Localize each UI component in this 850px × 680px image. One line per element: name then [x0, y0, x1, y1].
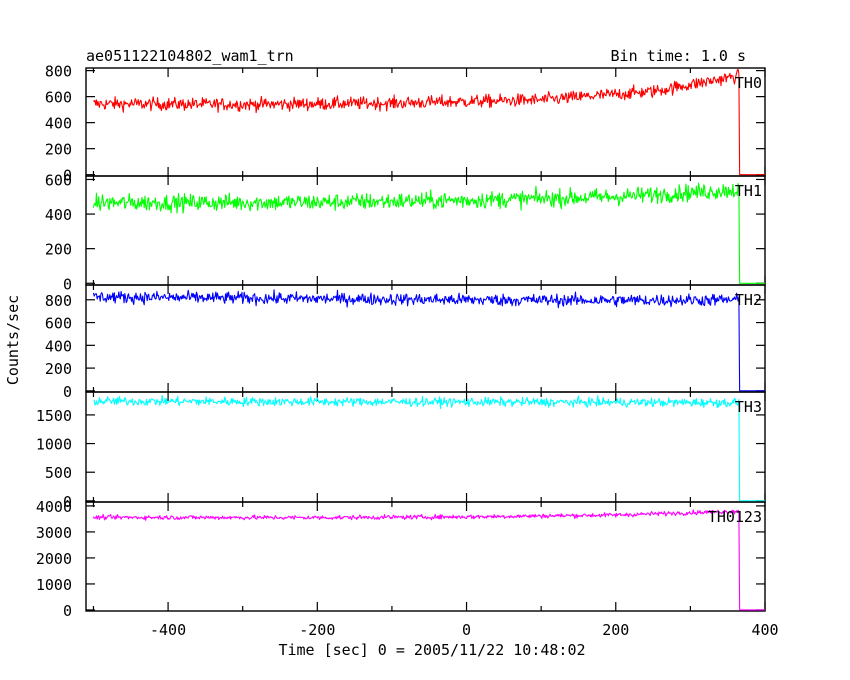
- y-tick-label: 400: [45, 115, 72, 133]
- y-tick-label: 400: [45, 206, 72, 224]
- x-tick-label: -200: [299, 621, 335, 639]
- y-tick-label: 800: [45, 63, 72, 81]
- y-tick-label: 0: [63, 275, 72, 293]
- series-line-th2: [92, 289, 765, 392]
- bin-time-label: Bin time: 1.0 s: [611, 47, 746, 65]
- y-tick-label: 0: [63, 383, 72, 401]
- y-tick-label: 4000: [36, 498, 72, 516]
- series-label-th2: TH2: [735, 291, 762, 309]
- series-line-th1: [92, 182, 765, 284]
- y-tick-label: 500: [45, 464, 72, 482]
- series-label-th3: TH3: [735, 398, 762, 416]
- panel-frame: [85, 501, 766, 612]
- panel-frame: [85, 391, 766, 503]
- panels-group: 0 200 400 600 800 TH0 0 200 400 600 TH1 0 200 400 600 8…: [36, 63, 779, 639]
- y-tick-label: 3000: [36, 524, 72, 542]
- series-line-th0: [93, 68, 765, 176]
- y-tick-label: 200: [45, 141, 72, 159]
- y-tick-label: 0: [63, 602, 72, 620]
- x-tick-label: 200: [602, 621, 629, 639]
- series-line-th0123: [92, 509, 765, 611]
- y-tick-label: 600: [45, 171, 72, 189]
- panel-th0123: 0 1000 2000 3000 4000 TH0123: [36, 498, 766, 620]
- panel-th1: 0 200 400 600 TH1: [45, 171, 766, 293]
- y-tick-label: 1000: [36, 576, 72, 594]
- y-tick-label: 800: [45, 292, 72, 310]
- y-tick-label: 0: [63, 167, 72, 185]
- chart-title: ae051122104802_wam1_trn: [86, 47, 294, 65]
- y-tick-label: 0: [63, 493, 72, 511]
- series-label-th0: TH0: [735, 74, 762, 92]
- series-line-th3: [93, 395, 765, 502]
- y-tick-label: 600: [45, 315, 72, 333]
- y-tick-label: 200: [45, 241, 72, 259]
- y-axis-label: Counts/sec: [4, 295, 22, 385]
- y-tick-label: 1500: [36, 407, 72, 425]
- panel-frame: [85, 67, 766, 177]
- y-tick-label: 2000: [36, 550, 72, 568]
- y-tick-label: 400: [45, 337, 72, 355]
- x-tick-label: -400: [150, 621, 186, 639]
- panel-th2: 0 200 400 600 800 TH2: [45, 284, 766, 401]
- y-tick-label: 200: [45, 360, 72, 378]
- panel-th3: 0 500 1000 1500 TH3: [36, 391, 766, 511]
- y-tick-label: 1000: [36, 436, 72, 454]
- series-label-th0123: TH0123: [708, 508, 762, 526]
- series-label-th1: TH1: [735, 182, 762, 200]
- x-tick-label: 400: [751, 621, 778, 639]
- x-tick-label: 0: [462, 621, 471, 639]
- x-axis-label: Time [sec] 0 = 2005/11/22 10:48:02: [278, 641, 585, 659]
- y-tick-label: 600: [45, 89, 72, 107]
- panel-th0: 0 200 400 600 800 TH0: [45, 63, 766, 185]
